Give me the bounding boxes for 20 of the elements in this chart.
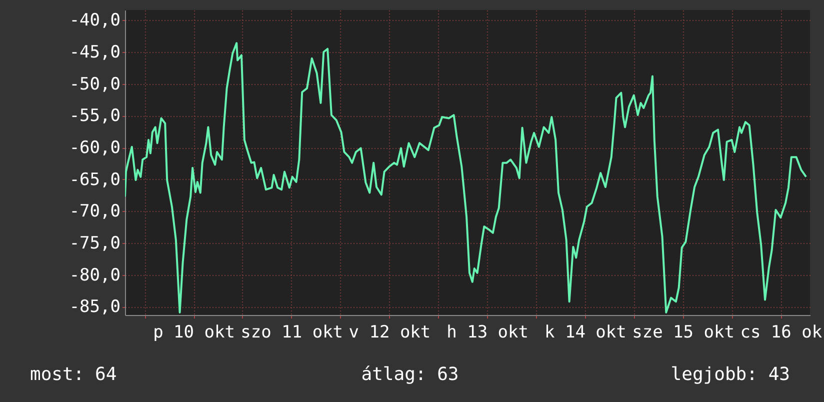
x-tick-label: cs 16 ok <box>740 322 822 342</box>
y-tick-label: -80,0 <box>69 265 120 286</box>
y-tick-label: -60,0 <box>69 138 120 158</box>
x-tick-label: sze 15 okt <box>632 322 734 342</box>
x-tick-label: v 12 okt <box>348 322 431 342</box>
y-tick-label: -75,0 <box>69 234 120 254</box>
y-tick-label: -40,0 <box>69 10 120 31</box>
y-tick-label: -45,0 <box>69 42 120 63</box>
text: most: 64 <box>30 364 117 385</box>
y-tick-label: -55,0 <box>69 106 120 126</box>
y-tick-label: -70,0 <box>69 202 120 222</box>
x-tick-label: p 10 okt <box>153 322 235 342</box>
x-tick-label: h 13 okt <box>446 322 529 342</box>
y-tick-label: -85,0 <box>69 297 120 318</box>
x-tick-label: szo 11 okt <box>240 322 344 342</box>
text: legjobb: 43 <box>670 364 790 385</box>
y-tick-label: -65,0 <box>69 170 120 190</box>
y-tick-label: -50,0 <box>69 74 120 94</box>
text: átlag: 63 <box>361 364 459 385</box>
x-tick-label: k 14 okt <box>544 322 626 342</box>
